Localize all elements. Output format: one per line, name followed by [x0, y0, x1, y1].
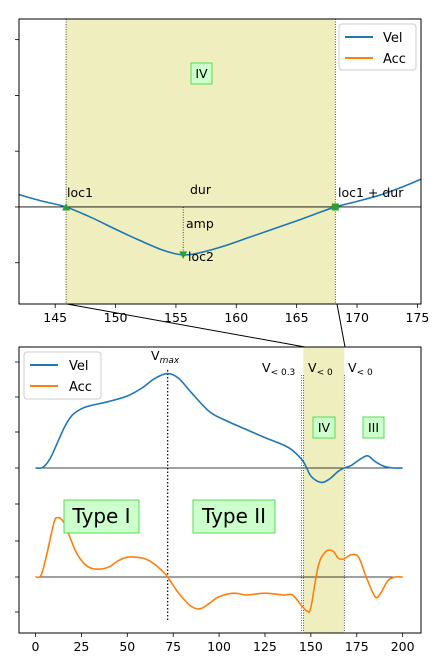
top-xtick-label-165: 165 [285, 310, 309, 325]
bottom-panel: 0 25 50 75 100 125 150 175 200 Vmax V< 0.3 V< 0 … [15, 346, 422, 654]
top-xtick-label-160: 160 [224, 310, 248, 325]
top-series-vel [19, 178, 421, 256]
type-i-box [63, 499, 140, 534]
bottom-region-iv-box [312, 416, 336, 439]
type-ii-label: Type II [201, 504, 266, 528]
bottom-xtick-label-0: 0 [32, 639, 40, 654]
bottom-legend-acc: Acc [69, 380, 92, 395]
bottom-legend: Vel Acc [23, 351, 102, 400]
top-plot-frame [18, 18, 422, 305]
vline-label-v-lt-0-b: V< 0 [348, 360, 373, 378]
bottom-legend-vel: Vel [69, 359, 89, 374]
top-legend: Vel Acc [338, 23, 417, 71]
top-region-iv-label: IV [195, 66, 208, 81]
bottom-series-vel [35, 372, 403, 484]
bottom-region-iv-label: IV [318, 420, 331, 435]
top-region-iv-box [190, 62, 213, 85]
marker-loc1-dur [331, 203, 339, 211]
top-xtick-label-155: 155 [164, 310, 188, 325]
top-panel: 145 150 155 160 165 170 175 IV loc1 loc2 loc1 … [15, 18, 429, 325]
bottom-xtick-label-25: 25 [73, 639, 89, 654]
marker-loc2 [179, 251, 188, 259]
marker-label-loc1-dur: loc1 + dur [338, 185, 404, 200]
type-i-label: Type I [71, 504, 130, 528]
vline-label-vmax: Vmax [151, 348, 180, 366]
bottom-xtick-label-150: 150 [299, 639, 323, 654]
top-legend-acc: Acc [383, 52, 406, 67]
annotation-dur: dur [190, 182, 212, 197]
zoom-connector-right [336, 303, 346, 348]
bottom-series-acc [35, 516, 403, 614]
top-xtick-label-175: 175 [405, 310, 429, 325]
top-xtick-label-150: 150 [104, 310, 128, 325]
bottom-xtick-label-175: 175 [345, 639, 369, 654]
bottom-shaded-region [303, 347, 345, 633]
top-xtick-label-145: 145 [43, 310, 67, 325]
bottom-plot-frame [18, 346, 422, 634]
marker-label-loc1: loc1 [67, 185, 93, 200]
annotation-amp: amp [186, 216, 214, 231]
bottom-region-iii-box [362, 416, 385, 439]
vline-label-v-lt-03: V< 0.3 [262, 360, 295, 378]
bottom-xtick-label-125: 125 [253, 639, 277, 654]
bottom-xtick-label-50: 50 [119, 639, 135, 654]
vline-label-v-lt-0-a: V< 0 [308, 360, 333, 378]
bottom-xtick-label-200: 200 [391, 639, 415, 654]
bottom-region-iii-label: III [368, 420, 379, 435]
top-xtick-label-170: 170 [345, 310, 369, 325]
top-legend-vel: Vel [383, 31, 403, 46]
zoom-connector-left [66, 303, 306, 348]
marker-loc1 [62, 202, 71, 211]
bottom-xtick-label-75: 75 [165, 639, 181, 654]
marker-label-loc2: loc2 [188, 249, 214, 264]
bottom-xtick-label-100: 100 [207, 639, 231, 654]
type-ii-box [192, 499, 276, 534]
